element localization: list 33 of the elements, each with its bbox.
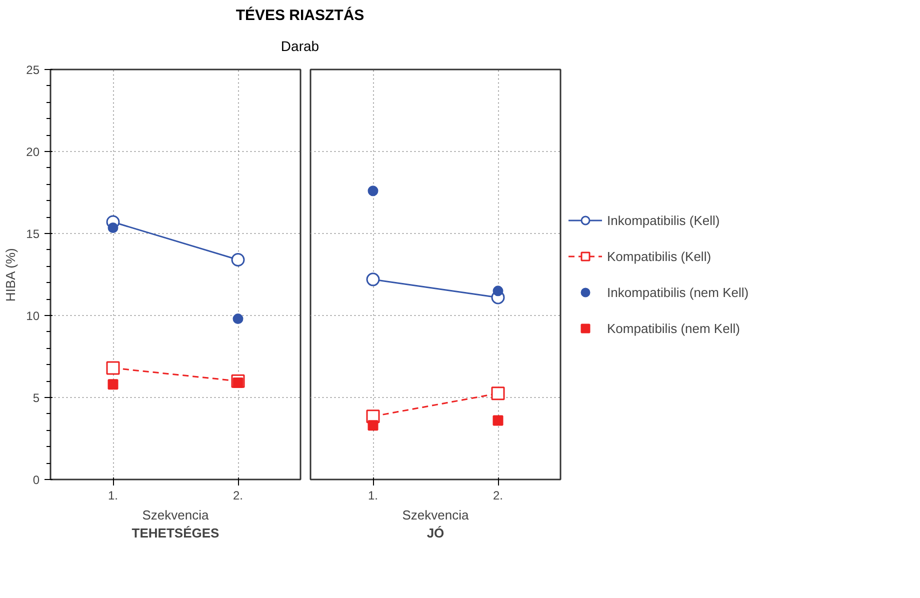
chart-subtitle: Darab (280, 37, 320, 56)
point (106, 362, 120, 376)
x-tick-label: 2. (232, 488, 244, 503)
x-tick-label: 1. (108, 488, 118, 503)
point (231, 253, 245, 267)
point (108, 380, 118, 390)
point (366, 273, 380, 287)
point (108, 222, 118, 234)
point (368, 186, 378, 197)
point (232, 314, 244, 324)
y-axis-title: HIBA (%) (3, 248, 18, 302)
legend-label: Kompatibilis (Kell) (607, 248, 712, 264)
y-tick-label: 10 (26, 309, 40, 324)
legend-label: Inkompatibilis (nem Kell) (607, 284, 749, 300)
x-axis-title: Szekvencia (142, 508, 210, 523)
y-tick-label: 25 (26, 63, 40, 78)
chart-title: TÉVES RIASZTÁS (236, 6, 364, 26)
legend-label: Kompatibilis (nem Kell) (607, 320, 740, 336)
legend-label: Inkompatibilis (Kell) (607, 212, 720, 228)
point (492, 416, 504, 426)
y-tick-label: 15 (26, 227, 40, 242)
x-tick-label: 1. (368, 488, 378, 503)
y-tick-label: 5 (32, 391, 40, 406)
x-axis-title: Szekvencia (402, 508, 470, 523)
y-tick-label: 20 (26, 145, 40, 160)
text: TEHETSÉGES (132, 526, 220, 541)
x-tick-label: 2. (492, 488, 504, 503)
point (492, 286, 504, 297)
point (491, 387, 505, 401)
text: JÓ (426, 526, 444, 541)
point (368, 420, 378, 432)
y-tick-label: 0 (32, 473, 40, 488)
point (232, 378, 244, 388)
